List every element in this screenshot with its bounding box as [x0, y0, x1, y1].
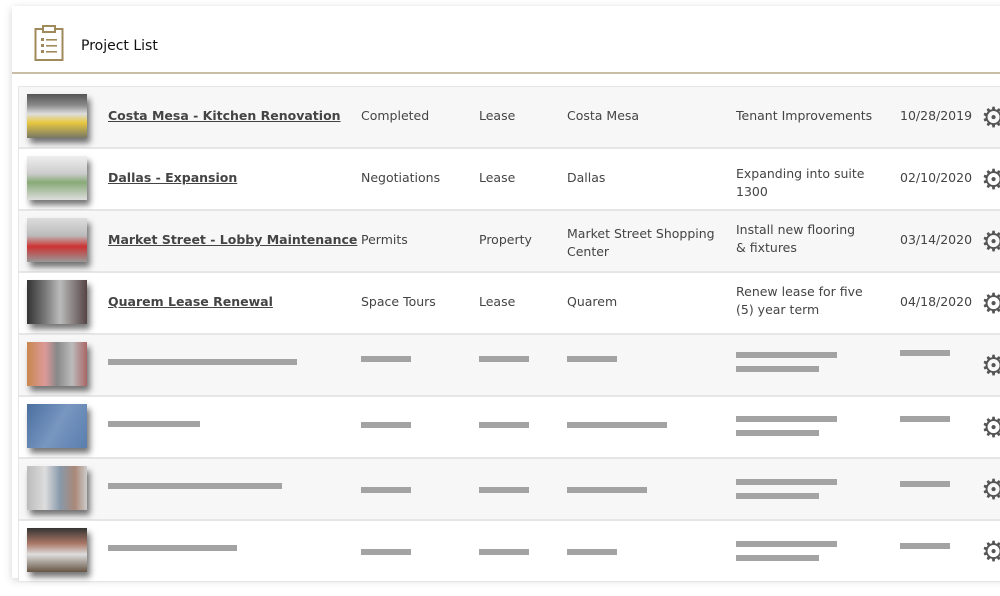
project-description: Tenant Improvements	[736, 108, 873, 123]
placeholder-row: ⚙	[18, 334, 1000, 396]
gear-icon[interactable]: ⚙	[981, 349, 1000, 382]
gear-icon[interactable]: ⚙	[981, 101, 1000, 134]
placeholder-bar	[361, 487, 411, 493]
placeholder-bar	[567, 549, 617, 555]
placeholder-bar	[736, 416, 837, 422]
placeholder-bar	[736, 541, 837, 547]
gear-icon[interactable]: ⚙	[981, 411, 1000, 444]
placeholder-bar	[567, 356, 617, 362]
gear-icon[interactable]: ⚙	[981, 535, 1000, 568]
placeholder-bar	[736, 479, 837, 485]
placeholder-bar	[900, 543, 950, 549]
placeholder-bar	[361, 549, 411, 555]
gear-icon[interactable]: ⚙	[981, 473, 1000, 506]
placeholder-bar	[900, 416, 950, 422]
placeholder-bar	[736, 555, 819, 561]
placeholder-bar	[736, 430, 819, 436]
project-name-link[interactable]: Dallas - Expansion	[108, 170, 238, 185]
table-row[interactable]: Market Street - Lobby Maintenance Permit…	[18, 210, 1000, 272]
project-description: Renew lease for five (5) year term	[736, 284, 863, 317]
placeholder-row: ⚙	[18, 458, 1000, 520]
gear-icon[interactable]: ⚙	[981, 225, 1000, 258]
placeholder-bar	[479, 356, 529, 362]
gear-icon[interactable]: ⚙	[981, 287, 1000, 320]
placeholder-row: ⚙	[18, 520, 1000, 582]
project-name-link[interactable]: Market Street - Lobby Maintenance	[108, 232, 358, 247]
project-date: 10/28/2019	[900, 108, 973, 123]
placeholder-bar	[479, 487, 529, 493]
placeholder-bar	[736, 366, 819, 372]
project-type: Lease	[479, 170, 516, 185]
placeholder-bar	[567, 487, 647, 493]
project-status: Space Tours	[361, 294, 436, 309]
project-description: Expanding into suite 1300	[736, 166, 865, 199]
project-description: Install new flooring & fixtures	[736, 222, 856, 255]
placeholder-row: ⚙	[18, 396, 1000, 458]
placeholder-bar	[108, 545, 237, 551]
placeholder-bar	[361, 356, 411, 362]
placeholder-bar	[361, 422, 411, 428]
project-date: 02/10/2020	[900, 170, 973, 185]
clipboard-list-icon	[34, 25, 64, 61]
project-list-card: Project List Costa Mesa - Kitchen Renova…	[12, 6, 1000, 582]
project-type: Lease	[479, 294, 516, 309]
gear-icon[interactable]: ⚙	[981, 163, 1000, 196]
page-title: Project List	[81, 38, 158, 54]
project-date: 03/14/2020	[900, 232, 973, 247]
project-location: Costa Mesa	[567, 108, 640, 123]
placeholder-bar	[108, 483, 282, 489]
project-thumbnail	[27, 528, 87, 572]
project-location: Market Street Shopping Center	[567, 226, 715, 259]
project-thumbnail	[27, 280, 87, 324]
placeholder-bar	[479, 549, 529, 555]
project-thumbnail	[27, 218, 87, 262]
placeholder-bar	[736, 352, 837, 358]
project-location: Quarem	[567, 294, 618, 309]
table-row[interactable]: Costa Mesa - Kitchen Renovation Complete…	[18, 86, 1000, 148]
project-thumbnail	[27, 94, 87, 138]
project-status: Permits	[361, 232, 408, 247]
project-type: Property	[479, 232, 532, 247]
placeholder-bar	[736, 493, 819, 499]
project-name-link[interactable]: Costa Mesa - Kitchen Renovation	[108, 108, 341, 123]
header: Project List	[12, 6, 1000, 74]
placeholder-bar	[108, 359, 297, 365]
placeholder-bar	[479, 422, 529, 428]
project-date: 04/18/2020	[900, 294, 973, 309]
project-thumbnail	[27, 342, 87, 386]
project-status: Negotiations	[361, 170, 441, 185]
placeholder-bar	[900, 481, 950, 487]
project-thumbnail	[27, 404, 87, 448]
table-row[interactable]: Quarem Lease Renewal Space Tours Lease Q…	[18, 272, 1000, 334]
project-status: Completed	[361, 108, 430, 123]
project-type: Lease	[479, 108, 516, 123]
placeholder-bar	[900, 350, 950, 356]
placeholder-bar	[567, 422, 667, 428]
project-thumbnail	[27, 156, 87, 200]
placeholder-bar	[108, 421, 200, 427]
project-thumbnail	[27, 466, 87, 510]
table-row[interactable]: Dallas - Expansion Negotiations Lease Da…	[18, 148, 1000, 210]
project-location: Dallas	[567, 170, 606, 185]
project-name-link[interactable]: Quarem Lease Renewal	[108, 294, 273, 309]
